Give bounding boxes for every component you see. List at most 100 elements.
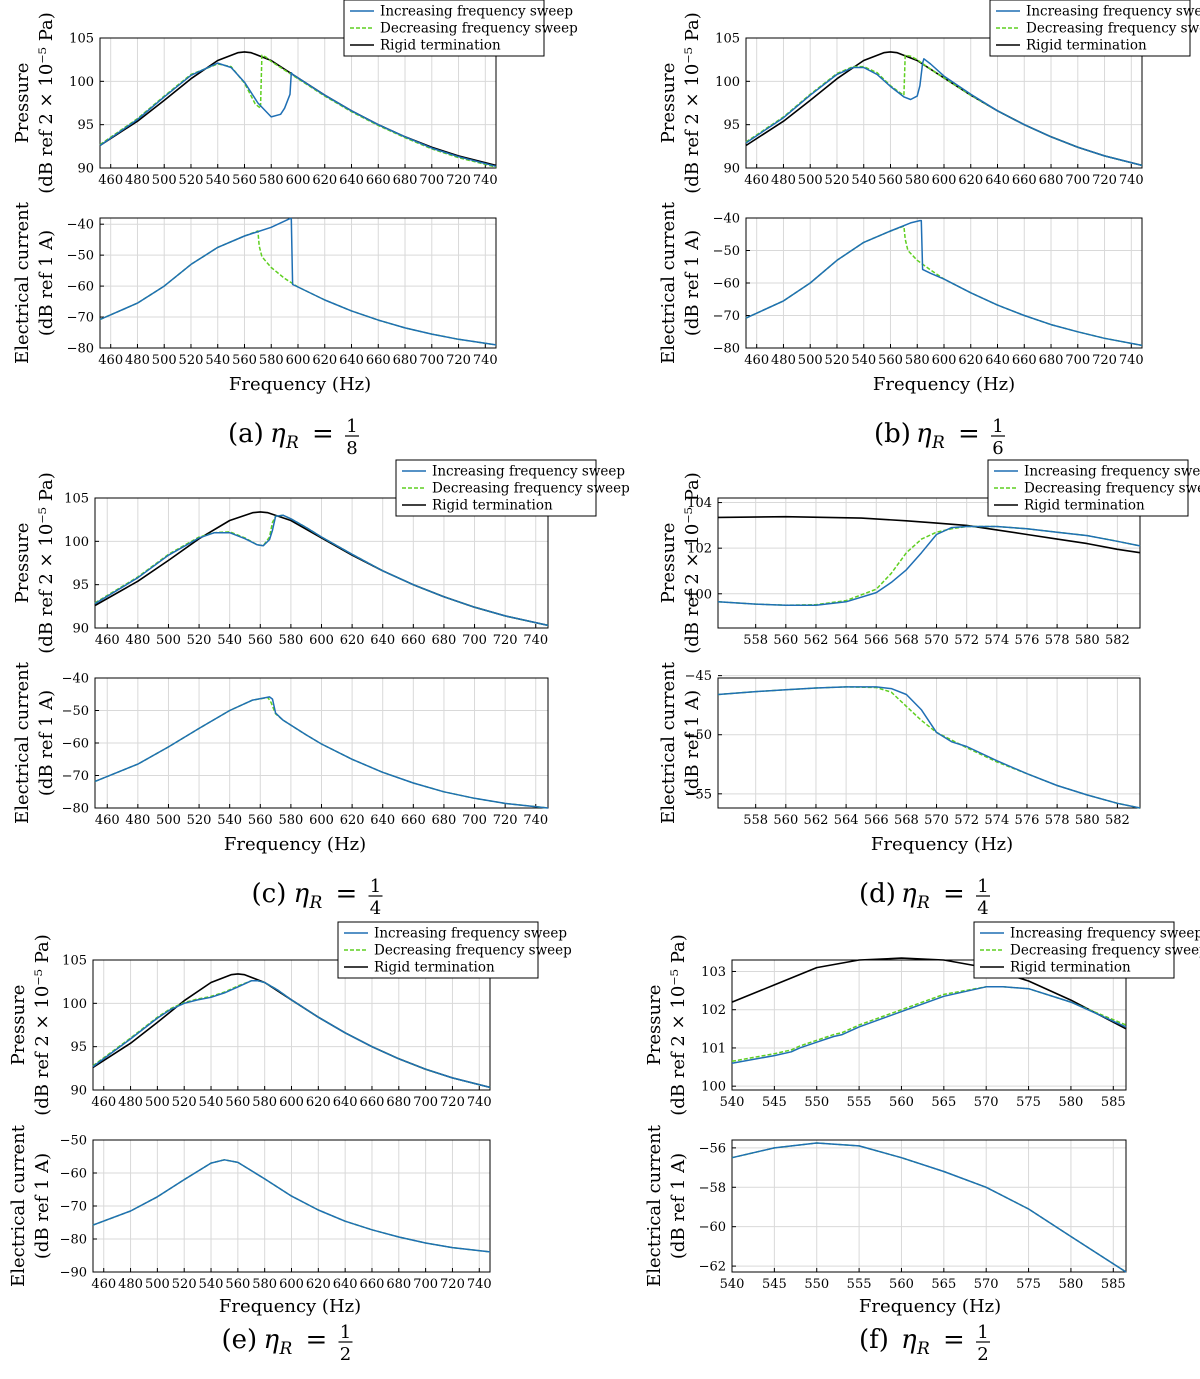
pressure-plot-series-increasing (99, 62, 497, 168)
current-plot-xtick-label: 640 (339, 353, 364, 368)
caption-eta: η (901, 1325, 917, 1355)
caption-label: (b) (874, 419, 911, 449)
current-plot-xtick-label: 660 (366, 353, 391, 368)
current-plot-ytick-label: −70 (713, 309, 740, 324)
panel-b: 460 480 500 520 540 560 580 600 620 640 660 680 700 7… (658, 0, 1200, 459)
current-plot-xtick-label: 460 (744, 353, 769, 368)
pressure-plot-xtick-label: 700 (462, 633, 487, 648)
current-plot-series-increasing (717, 686, 1141, 809)
pressure-plot-xtick-label: 555 (847, 1095, 872, 1110)
current-plot-xtick-label: 580 (252, 1277, 277, 1292)
current-plot-ytick-label: −50 (685, 728, 712, 743)
current-plot-xtick-label: 600 (932, 353, 957, 368)
legend-rigid-label: Rigid termination (432, 498, 553, 514)
current-plot-xtick-label: 520 (187, 813, 212, 828)
legend-rigid-label: Rigid termination (1024, 498, 1145, 514)
caption-label: (f) (859, 1325, 889, 1355)
pressure-plot-xtick-label: 640 (339, 173, 364, 188)
pressure-plot-ytick-label: 100 (69, 75, 94, 90)
caption-label: (d) (859, 879, 896, 909)
caption-numerator: 1 (340, 1322, 351, 1343)
pressure-plot-series-increasing (94, 514, 549, 627)
pressure-plot-xtick-label: 572 (954, 633, 979, 648)
caption-eta-sub: R (916, 1339, 930, 1359)
pressure-plot-ytick-label: 90 (723, 162, 740, 177)
pressure-plot-xtick-label: 566 (864, 633, 889, 648)
current-plot-xtick-label: 560 (878, 353, 903, 368)
current-plot-ytick-label: −60 (713, 277, 740, 292)
current-plot-xtick-label: 480 (118, 1277, 143, 1292)
pressure-plot-xtick-label: 575 (1016, 1095, 1041, 1110)
current-plot-xtick-label: 540 (720, 1277, 745, 1292)
current-plot-ytick-label: −80 (60, 1233, 87, 1248)
current-plot-ytick-label: −55 (685, 787, 712, 802)
pressure-plot-xtick-label: 460 (91, 1095, 116, 1110)
current-plot-xtick-label: 480 (125, 353, 150, 368)
pressure-plot-xtick-label: 560 (232, 173, 257, 188)
caption-denominator: 8 (346, 438, 357, 459)
pressure-plot-xtick-label: 740 (1119, 173, 1144, 188)
legend-decreasing-label: Decreasing frequency sweep (374, 943, 572, 959)
caption-label: (e) (222, 1325, 258, 1355)
current-ylabel-line2: (dB ref 1 A) (32, 1153, 53, 1259)
current-plot-series-increasing (99, 217, 497, 346)
pressure-plot-xtick-label: 660 (1012, 173, 1037, 188)
legend-box (989, 0, 1191, 57)
current-ylabel-line2: (dB ref 1 A) (668, 1153, 689, 1259)
pressure-plot-series-increasing (731, 986, 1127, 1064)
pressure-plot-xtick-label: 720 (446, 173, 471, 188)
pressure-plot-ytick-label: 104 (687, 496, 712, 511)
current-plot-ytick-label: −50 (713, 244, 740, 259)
current-plot-axes: 540 545 550 555 560 565 570 575 580 585 −62 −60 −58 −… (699, 1139, 1127, 1292)
pressure-plot-xtick-label: 660 (366, 173, 391, 188)
current-plot-axes: 460 480 500 520 540 560 580 600 620 640 660 680 700 7… (67, 217, 498, 368)
pressure-plot-series-rigid (731, 957, 1127, 1030)
pressure-plot-xtick-label: 680 (432, 633, 457, 648)
pressure-plot-ytick-label: 100 (62, 997, 87, 1012)
pressure-ylabel-line1: Pressure (12, 523, 33, 604)
current-plot-ytick-label: −50 (62, 704, 89, 719)
pressure-plot-xtick-label: 460 (744, 173, 769, 188)
caption-equals: = (943, 879, 965, 909)
current-ylabel-line2: (dB ref 1 A) (36, 690, 57, 796)
current-plot-xtick-label: 568 (894, 813, 919, 828)
pressure-plot-xtick-label: 740 (523, 633, 548, 648)
current-plot-xtick-label: 460 (91, 1277, 116, 1292)
pressure-plot-xtick-label: 574 (984, 633, 1009, 648)
current-plot-xtick-label: 570 (924, 813, 949, 828)
current-plot-xtick-label: 640 (370, 813, 395, 828)
pressure-plot-ytick-label: 100 (715, 75, 740, 90)
current-plot-ytick-label: −80 (713, 342, 740, 357)
pressure-ylabel-line2: (dB ref 2 × 10⁻⁵ Pa) (32, 934, 53, 1116)
panel-c: 460 480 500 520 540 560 580 600 620 640 660 680 700 7… (12, 459, 630, 919)
pressure-plot-xtick-label: 520 (825, 173, 850, 188)
pressure-plot-xtick-label: 580 (278, 633, 303, 648)
legend-box (343, 0, 545, 57)
pressure-plot-xtick-label: 660 (360, 1095, 385, 1110)
current-plot-xtick-label: 560 (248, 813, 273, 828)
current-plot-xtick-label: 680 (432, 813, 457, 828)
current-plot-xtick-label: 575 (1016, 1277, 1041, 1292)
legend-rigid-label: Rigid termination (1026, 38, 1147, 54)
pressure-plot-xtick-label: 570 (974, 1095, 999, 1110)
current-plot-xtick-label: 500 (156, 813, 181, 828)
legend-decreasing-label: Decreasing frequency sweep (380, 21, 578, 37)
pressure-plot-ytick-label: 100 (687, 587, 712, 602)
pressure-plot-xtick-label: 540 (851, 173, 876, 188)
panel-caption: (f) η R = 12 (859, 1322, 990, 1365)
pressure-plot-ytick-label: 102 (687, 542, 712, 557)
current-plot-xtick-label: 580 (1059, 1277, 1084, 1292)
pressure-plot-xtick-label: 580 (1075, 633, 1100, 648)
pressure-plot-xtick-label: 578 (1045, 633, 1070, 648)
current-plot-xtick-label: 580 (1075, 813, 1100, 828)
current-plot-series-increasing (94, 696, 549, 809)
pressure-plot-xtick-label: 560 (225, 1095, 250, 1110)
current-plot-ytick-label: −60 (67, 280, 94, 295)
xlabel: Frequency (Hz) (873, 374, 1015, 395)
pressure-ylabel-line2: (dB ref 2 × 10⁻⁵ Pa) (682, 472, 703, 654)
pressure-plot-xtick-label: 720 (1092, 173, 1117, 188)
current-ylabel-line1: Electrical current (644, 1124, 665, 1287)
pressure-plot-xtick-label: 640 (985, 173, 1010, 188)
panel-caption: (c) η R = 14 (252, 876, 383, 919)
